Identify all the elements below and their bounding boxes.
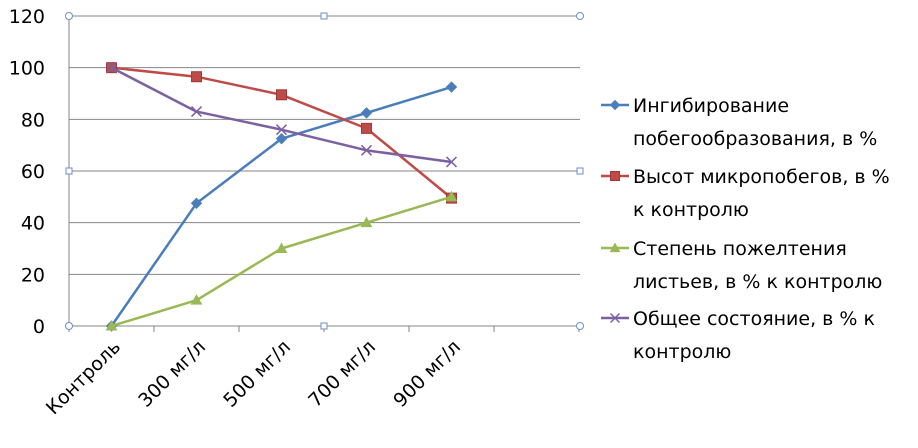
data-point — [275, 133, 288, 145]
data-point — [190, 106, 203, 118]
x-tick-label: 900 мг/л — [389, 336, 465, 412]
y-tick-label: 20 — [21, 264, 45, 286]
series-line — [111, 195, 452, 328]
legend-label: побегообразования, в % — [633, 128, 877, 150]
legend-entry-2: Высот микропобегов, в % к контролю — [601, 166, 890, 221]
y-tick-label: 60 — [21, 161, 45, 183]
edge-resize-handle[interactable] — [320, 322, 328, 330]
legend-label: Ингибирование — [633, 95, 789, 117]
x-axis-tick-labels: Контроль 300 мг/л 500 мг/л 700 мг/л 900 мг/л — [42, 336, 465, 419]
series-3 — [105, 190, 458, 331]
y-tick-label: 40 — [21, 213, 45, 235]
data-point — [275, 124, 288, 136]
y-tick-label: 120 — [9, 6, 45, 28]
data-point — [105, 62, 118, 74]
legend-marker — [609, 99, 621, 111]
legend-label: Степень пожелтения — [633, 238, 847, 260]
edge-resize-handle[interactable] — [65, 167, 73, 175]
data-point — [360, 107, 373, 119]
data-point — [190, 197, 203, 209]
series-2 — [106, 62, 457, 204]
legend-label: листьев, в % к контролю — [633, 271, 882, 293]
data-point — [191, 71, 202, 83]
legend-label: контролю — [633, 341, 731, 363]
legend-entry-4: Общее состояние, в % к контролю — [601, 308, 875, 363]
series-line — [110, 85, 452, 327]
y-tick-label: 0 — [33, 316, 45, 338]
legend-label: Общее состояние, в % к — [633, 308, 875, 330]
legend-marker — [609, 312, 621, 324]
series-line — [110, 66, 452, 164]
data-series — [105, 62, 458, 332]
edge-resize-handle[interactable] — [576, 167, 584, 175]
legend-marker — [610, 171, 620, 181]
corner-resize-handle[interactable] — [65, 12, 73, 20]
data-point — [275, 242, 288, 253]
x-tick-label: Контроль — [42, 336, 125, 419]
x-tick-label: 700 мг/л — [304, 336, 380, 412]
data-point — [276, 89, 287, 101]
legend-label: к контролю — [633, 199, 749, 221]
data-point — [360, 144, 373, 156]
legend-entry-1: Ингибирование побегообразования, в % — [601, 95, 877, 150]
data-point — [445, 190, 458, 202]
data-point — [445, 81, 458, 93]
edge-resize-handle[interactable] — [320, 12, 328, 20]
series-4 — [105, 62, 458, 168]
selection-handles — [65, 12, 584, 330]
series-line — [111, 66, 453, 200]
y-tick-label: 80 — [21, 109, 45, 131]
y-tick-label: 100 — [9, 58, 45, 80]
y-axis-tick-labels: 0 20 40 60 80 100 120 — [9, 6, 45, 338]
legend: Ингибирование побегообразования, в % Высот… — [601, 95, 890, 363]
legend-marker — [609, 242, 621, 253]
data-point — [190, 294, 203, 305]
legend-label: Высот микропобегов, в % — [633, 166, 890, 188]
x-tick-label: 500 мг/л — [219, 336, 295, 412]
corner-resize-handle[interactable] — [576, 322, 584, 330]
data-point — [361, 122, 372, 134]
x-tick-label: 300 мг/л — [134, 336, 210, 412]
data-point — [445, 156, 458, 168]
corner-resize-handle[interactable] — [65, 322, 73, 330]
legend-entry-3: Степень пожелтения листьев, в % к контрол… — [601, 238, 882, 293]
data-point — [105, 319, 118, 331]
data-point — [360, 216, 373, 228]
axes — [68, 16, 580, 332]
corner-resize-handle[interactable] — [576, 12, 584, 20]
